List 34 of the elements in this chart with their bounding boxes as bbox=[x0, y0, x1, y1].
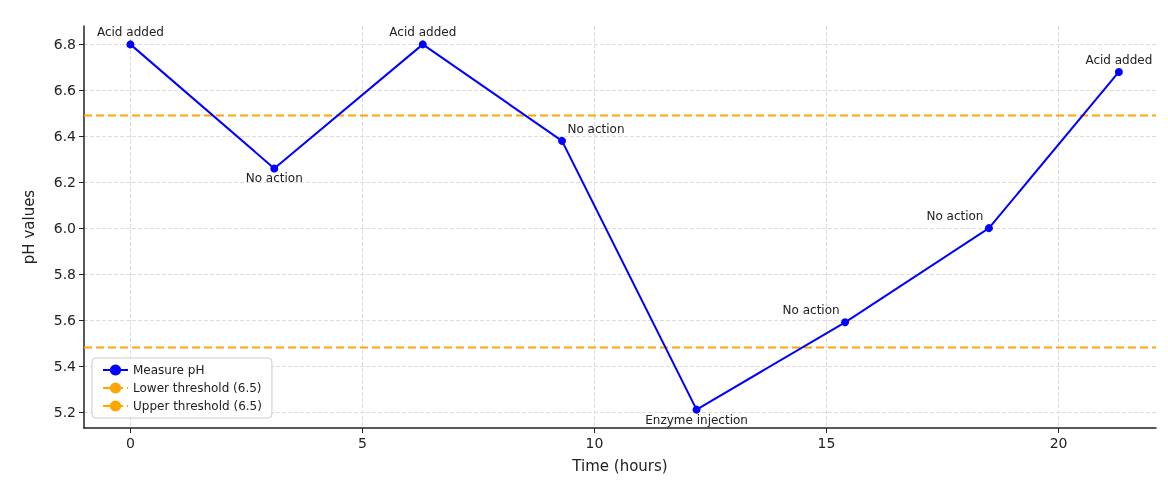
point bbox=[984, 224, 993, 233]
annotation: Acid added bbox=[1085, 52, 1153, 67]
legend-label: Measure pH bbox=[133, 363, 205, 377]
y-tick-label: 5.6 bbox=[53, 312, 77, 329]
annotation: No action bbox=[782, 303, 840, 318]
x-tick-label: 0 bbox=[125, 435, 135, 451]
point bbox=[1114, 67, 1123, 76]
y-tick-label: 6.6 bbox=[53, 82, 77, 99]
x-tick-label: 15 bbox=[817, 435, 836, 451]
y-axis-title: pH values bbox=[19, 189, 38, 265]
annotation: Acid added bbox=[389, 25, 457, 40]
y-tick-label: 5.8 bbox=[53, 266, 76, 283]
annotation: No action bbox=[926, 209, 984, 224]
legend-label: Upper threshold (6.5) bbox=[133, 399, 262, 413]
y-tick-label: 5.4 bbox=[53, 357, 77, 374]
annotation: Acid added bbox=[96, 25, 164, 40]
point bbox=[692, 405, 701, 414]
point bbox=[841, 318, 850, 327]
x-tick-label: 10 bbox=[585, 435, 604, 451]
point bbox=[558, 136, 566, 145]
x-axis-title: Time (hours) bbox=[571, 456, 668, 475]
y-tick-label: 6.0 bbox=[53, 220, 76, 237]
y-tick-label: 6.4 bbox=[53, 128, 77, 145]
point bbox=[418, 40, 427, 49]
annotation: No action bbox=[567, 121, 625, 136]
annotation: Enzyme injection bbox=[645, 412, 748, 427]
y-tick-label: 6.8 bbox=[53, 36, 76, 53]
y-tick-label: 5.2 bbox=[53, 403, 76, 420]
y-tick-label: 6.2 bbox=[53, 174, 76, 191]
annotation: No action bbox=[245, 171, 303, 186]
x-tick-label: 20 bbox=[1049, 435, 1068, 451]
point bbox=[126, 40, 135, 49]
x-tick-label: 5 bbox=[357, 435, 367, 451]
legend-label: Lower threshold (6.5) bbox=[133, 381, 262, 395]
